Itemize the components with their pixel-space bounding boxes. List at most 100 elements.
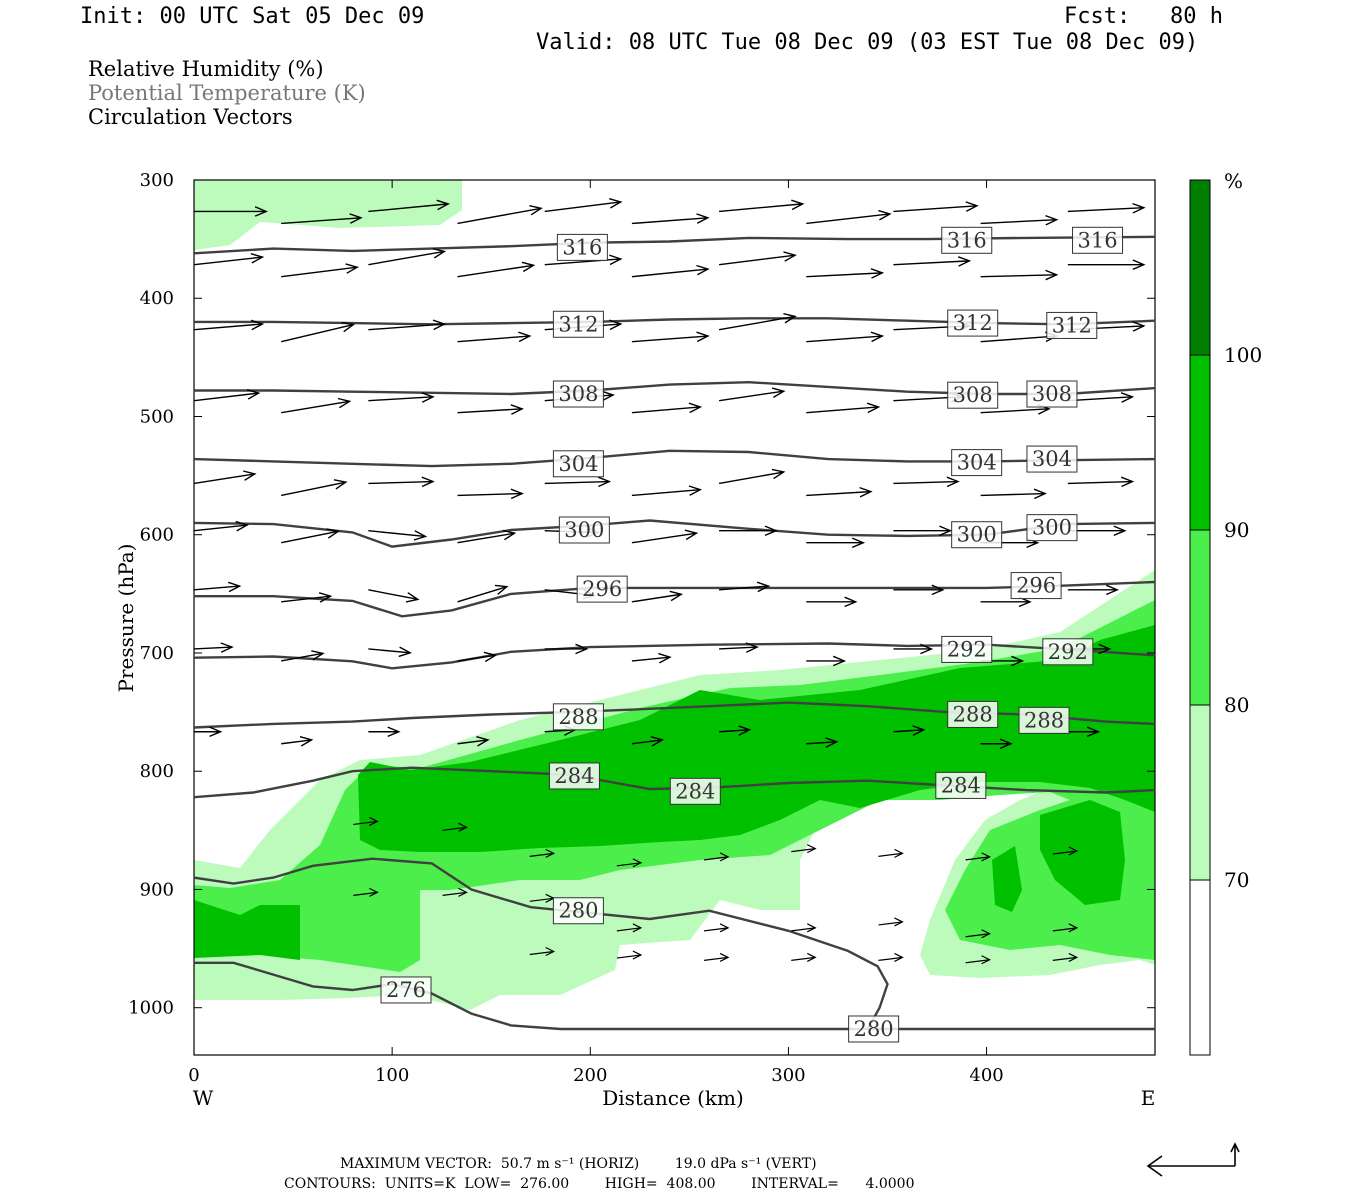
reference-vector-icon — [1146, 1142, 1240, 1177]
circulation-vector — [704, 952, 730, 962]
y-tick-label: 700 — [140, 643, 174, 664]
legend-circulation-vectors: Circulation Vectors — [88, 105, 293, 129]
circulation-vector — [718, 468, 786, 485]
rh-patch-upper-70 — [194, 180, 462, 250]
circulation-vector — [1052, 952, 1079, 962]
circulation-vector — [965, 929, 991, 939]
theta-label-304: 304 — [951, 449, 1003, 477]
x-tick-label: 300 — [771, 1065, 805, 1086]
circulation-vector — [806, 737, 839, 748]
theta-label-308: 308 — [552, 380, 604, 408]
svg-text:292: 292 — [1048, 640, 1088, 664]
svg-text:312: 312 — [1052, 313, 1092, 337]
circulation-vector — [791, 844, 817, 854]
theta-label-280: 280 — [848, 1015, 900, 1043]
circulation-vector — [529, 946, 556, 957]
circulation-vector — [368, 646, 412, 658]
theta-label-284: 284 — [548, 762, 600, 790]
svg-text:284: 284 — [675, 779, 715, 803]
x-tick-label: 0 — [188, 1065, 199, 1086]
circulation-vector — [718, 387, 786, 402]
circulation-vector — [194, 642, 234, 653]
circulation-vector — [1052, 846, 1079, 856]
colorbar-level-90: 90 — [1224, 518, 1249, 542]
svg-text:308: 308 — [558, 382, 598, 406]
colorbar-bin-90-100 — [1190, 355, 1210, 530]
circulation-vector — [1067, 259, 1146, 271]
circulation-vector — [281, 213, 363, 225]
circulation-vector — [442, 887, 468, 897]
theta-contour-labels: 316 316 316 312 312 312 308 308 308 304 304 304 300 3… — [380, 226, 1124, 1043]
circulation-vector — [194, 726, 223, 738]
circulation-vector — [631, 331, 710, 343]
circulation-vector — [194, 389, 261, 402]
theta-contour-308 — [194, 380, 1155, 396]
circulation-vector — [457, 205, 543, 225]
circulation-vector — [281, 263, 359, 278]
circulation-vector — [368, 476, 435, 488]
colorbar-level-100: 100 — [1224, 343, 1262, 367]
svg-text:288: 288 — [1024, 708, 1064, 732]
theta-label-312: 312 — [947, 309, 999, 337]
circulation-vector — [194, 470, 257, 485]
circulation-vector — [631, 264, 710, 278]
svg-text:300: 300 — [1032, 516, 1072, 540]
colorbar-bin-100 — [1190, 180, 1210, 355]
theta-label-300: 300 — [558, 516, 610, 544]
circulation-vector — [791, 952, 817, 962]
theta-contour-316 — [194, 235, 1155, 255]
legend-potential-temperature: Potential Temperature (K) — [88, 81, 366, 105]
circulation-vector — [368, 392, 435, 403]
circulation-vector — [704, 923, 730, 933]
forecast-hour: Fcst: 80 h — [1064, 4, 1223, 29]
circulation-vector — [368, 248, 447, 266]
circulation-vector — [806, 331, 885, 343]
rh-band-90 — [194, 900, 300, 960]
circulation-vector — [806, 486, 873, 498]
theta-contour-288 — [194, 701, 1155, 729]
x-axis-west-label: W — [193, 1086, 214, 1110]
circulation-vector — [878, 848, 904, 858]
circulation-vector — [791, 923, 817, 933]
y-tick-label: 300 — [140, 170, 174, 191]
y-tick-label: 1000 — [128, 998, 174, 1019]
x-tick-label: 200 — [573, 1065, 607, 1086]
circulation-vector — [980, 738, 1013, 750]
circulation-vector — [1155, 739, 1185, 748]
svg-text:292: 292 — [947, 637, 987, 661]
circulation-vector — [457, 529, 517, 544]
circulation-vector — [806, 402, 881, 414]
circulation-vector — [1067, 392, 1135, 403]
circulation-vector — [368, 530, 428, 541]
theta-label-304: 304 — [1026, 445, 1078, 473]
rh-patch-90-right — [1040, 800, 1125, 905]
circulation-vector — [281, 736, 314, 747]
circulation-vector — [719, 725, 752, 736]
circulation-vector — [457, 404, 524, 415]
colorbar-level-80: 80 — [1224, 693, 1249, 717]
x-axis-label: Distance (km) — [602, 1086, 744, 1110]
footer-max-vector: MAXIMUM VECTOR: 50.7 m s⁻¹ (HORIZ) 19.0 … — [340, 1156, 817, 1172]
circulation-vector — [194, 520, 249, 532]
circulation-vector — [719, 199, 805, 213]
circulation-vector — [806, 268, 885, 279]
theta-label-284: 284 — [935, 771, 987, 799]
theta-label-316: 316 — [556, 233, 608, 261]
theta-contour-304 — [194, 449, 1155, 468]
x-tick-label: 400 — [969, 1065, 1003, 1086]
circulation-vector — [719, 642, 759, 653]
circulation-vector — [704, 852, 730, 862]
circulation-vector — [457, 331, 532, 343]
circulation-vector — [718, 313, 797, 331]
svg-text:276: 276 — [386, 978, 426, 1002]
circulation-vector — [980, 269, 1059, 281]
circulation-vector — [965, 852, 991, 862]
theta-label-316: 316 — [941, 226, 993, 254]
colorbar-level-70: 70 — [1224, 868, 1249, 892]
y-tick-label: 800 — [140, 761, 174, 782]
circulation-vector — [893, 643, 934, 655]
circulation-vector — [893, 525, 953, 537]
circulation-vector — [457, 261, 536, 278]
circulation-vector — [893, 256, 972, 267]
